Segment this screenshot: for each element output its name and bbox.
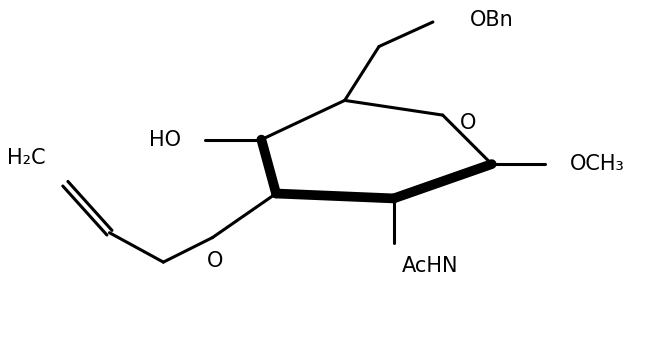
Text: OBn: OBn <box>470 10 514 30</box>
Text: HO: HO <box>149 129 181 149</box>
Text: AcHN: AcHN <box>402 256 458 276</box>
Text: O: O <box>461 113 477 133</box>
Text: O: O <box>207 251 224 271</box>
Text: H₂C: H₂C <box>7 148 46 168</box>
Text: OCH₃: OCH₃ <box>570 154 625 174</box>
